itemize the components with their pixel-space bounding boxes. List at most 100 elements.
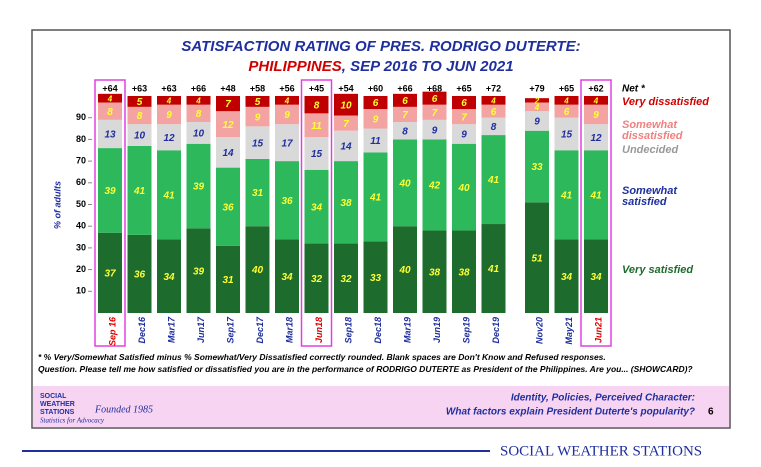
- value-label: 6: [564, 107, 570, 118]
- net-value: +79: [529, 83, 544, 93]
- bar-segment: [334, 93, 358, 116]
- value-label: 6: [461, 98, 467, 109]
- bar-segment: [554, 104, 579, 118]
- bar-segment: [363, 152, 388, 242]
- bar-segment: [481, 224, 506, 313]
- value-label: 31: [252, 188, 264, 199]
- bar-segment: [245, 106, 270, 127]
- x-tick-label: Sep18: [343, 317, 353, 344]
- x-tick-label: Dec18: [373, 317, 383, 344]
- bar-segment: [422, 139, 447, 231]
- bar-segment: [216, 111, 240, 138]
- value-label: 5: [255, 97, 261, 108]
- bar-segment: [334, 243, 358, 313]
- bar-segment: [98, 93, 122, 103]
- bar-segment: [334, 115, 358, 131]
- value-label: 38: [429, 267, 441, 278]
- net-value: +45: [309, 83, 324, 93]
- y-tick-label: 10: [76, 286, 86, 296]
- net-value: +65: [456, 83, 471, 93]
- bar-segment: [584, 124, 608, 151]
- bar-segment: [393, 226, 417, 313]
- value-label: 9: [166, 110, 172, 121]
- bar-segment: [584, 104, 608, 125]
- net-value: +72: [486, 83, 501, 93]
- value-label: 36: [281, 196, 293, 207]
- value-label: 39: [104, 186, 116, 197]
- y-tick-label: 40: [76, 221, 86, 231]
- x-tick-label: Mar17: [166, 316, 176, 343]
- y-tick-label: 50: [76, 199, 86, 209]
- value-label: 11: [370, 136, 381, 147]
- value-label: 6: [432, 94, 438, 105]
- bar-segment: [334, 130, 358, 162]
- value-label: 36: [222, 202, 234, 213]
- net-value: +58: [250, 83, 265, 93]
- bar-segment: [186, 96, 211, 105]
- x-tick-label: Jun19: [432, 317, 442, 343]
- footer-text: What factors explain President Duterte's…: [446, 407, 695, 418]
- footnote: Question. Please tell me how satisfied o…: [38, 364, 693, 374]
- value-label: 15: [311, 149, 323, 160]
- value-label: 32: [311, 274, 323, 285]
- x-tick-label: Sep19: [461, 317, 471, 344]
- net-value: +54: [338, 83, 353, 93]
- value-label: 8: [491, 122, 497, 133]
- value-label: 36: [134, 270, 146, 281]
- bar-segment: [127, 145, 152, 235]
- x-tick-label: Mar18: [284, 317, 294, 343]
- bar-segment: [393, 93, 417, 107]
- bar-segment: [422, 91, 447, 105]
- value-label: 7: [461, 112, 467, 123]
- bar-segment: [275, 96, 299, 105]
- bar-segment: [245, 126, 270, 159]
- bar-segment: [554, 96, 579, 105]
- value-label: 12: [222, 120, 234, 131]
- bar-segment: [525, 202, 549, 313]
- value-label: 9: [593, 110, 599, 121]
- logo-tagline: Statistics for Advocacy: [40, 417, 105, 425]
- value-label: 32: [340, 274, 352, 285]
- net-value: +66: [191, 83, 206, 93]
- legend-entry: Undecided: [622, 144, 679, 156]
- value-label: 33: [370, 273, 382, 284]
- bar-segment: [363, 241, 388, 313]
- value-label: 7: [225, 99, 231, 110]
- value-label: 6: [402, 96, 408, 107]
- value-label: 42: [428, 181, 441, 192]
- footer-text: Identity, Policies, Perceived Character:: [511, 393, 695, 404]
- net-value: +63: [161, 83, 176, 93]
- value-label: 7: [432, 108, 438, 119]
- x-tick-label: May21: [564, 317, 574, 345]
- bar-segment: [216, 96, 240, 112]
- y-tick-label: 90: [76, 112, 86, 122]
- bar-segment: [275, 104, 299, 125]
- y-tick-label: 30: [76, 242, 86, 252]
- value-label: 8: [402, 126, 408, 137]
- value-label: 17: [281, 138, 293, 149]
- bar-segment: [363, 109, 388, 129]
- bar-segment: [245, 158, 270, 227]
- bar-segment: [452, 96, 476, 110]
- value-label: 34: [561, 272, 573, 283]
- footer-band: [33, 386, 729, 427]
- value-label: 6: [491, 107, 497, 118]
- y-tick-label: 20: [76, 264, 86, 274]
- value-label: 10: [340, 100, 352, 111]
- value-label: 41: [369, 193, 382, 204]
- bar-segment: [98, 148, 122, 233]
- logo-founded: Founded 1985: [94, 404, 153, 415]
- y-axis-label: % of adults: [52, 181, 62, 229]
- bar-segment: [304, 96, 329, 114]
- value-label: 34: [281, 272, 293, 283]
- x-tick-label: Dec17: [255, 316, 265, 344]
- bar-segment: [393, 139, 417, 227]
- x-tick-label: Sep17: [225, 316, 235, 344]
- x-tick-label: Jun21: [593, 317, 603, 343]
- net-value: +56: [279, 83, 294, 93]
- legend-entry: Somewhat satisfied: [622, 185, 678, 208]
- bar-segment: [525, 111, 549, 131]
- value-label: 9: [255, 112, 261, 123]
- bar-segment: [452, 143, 476, 231]
